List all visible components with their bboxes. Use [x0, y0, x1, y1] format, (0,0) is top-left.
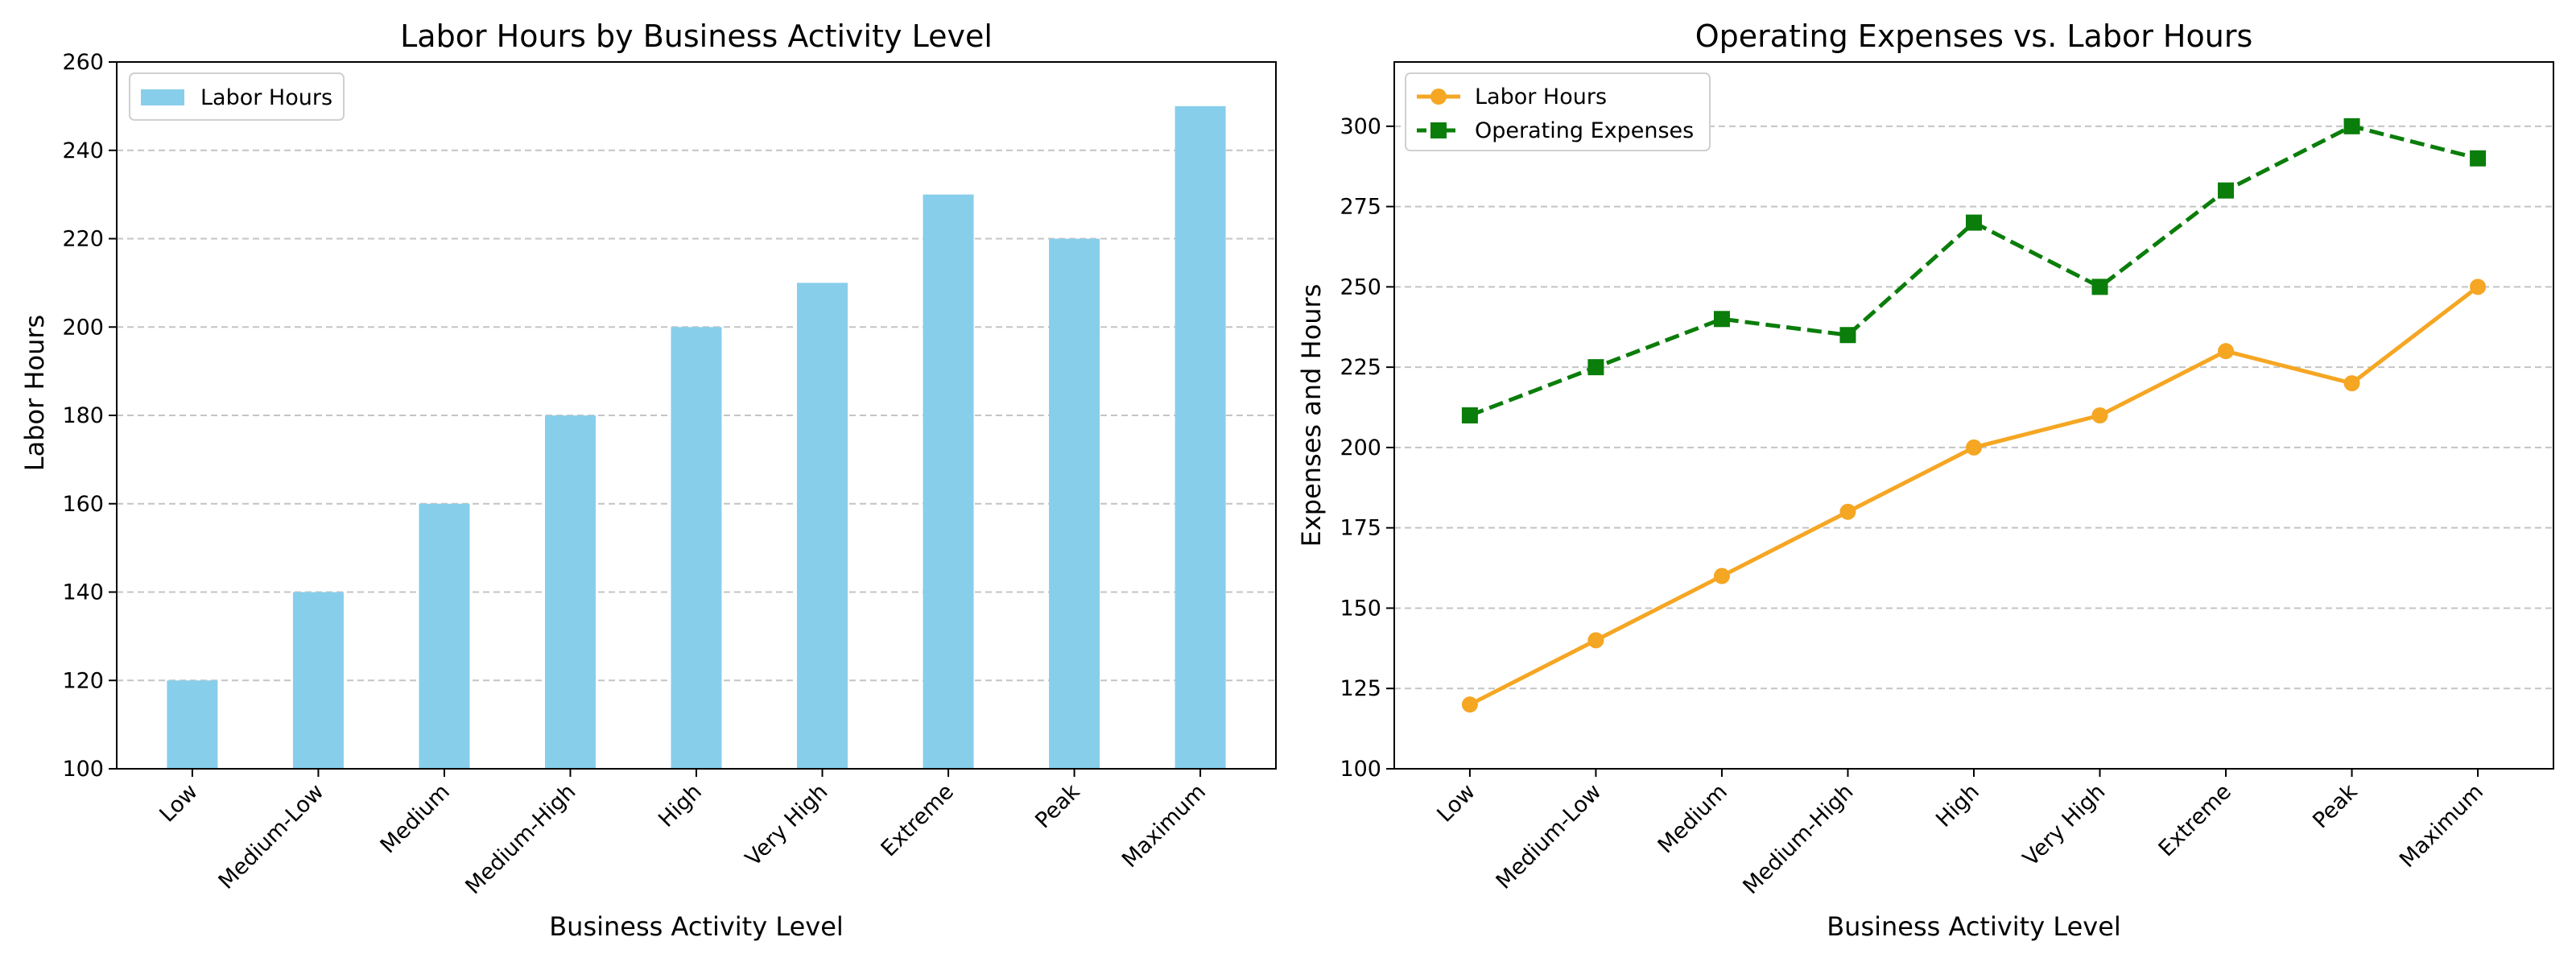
- line-chart-series: [1461, 118, 2487, 713]
- legend-label: Labor Hours: [200, 85, 332, 110]
- series-line: [1468, 285, 2479, 707]
- data-point: [1713, 568, 1730, 584]
- x-tick-label: Peak: [1030, 779, 1085, 834]
- data-point: [1461, 696, 1478, 713]
- x-tick-label: Very High: [741, 779, 832, 871]
- data-point: [2218, 343, 2235, 360]
- bar-chart-bars: [167, 105, 1226, 769]
- x-tick-label: High: [1931, 779, 1984, 832]
- x-tick-label: Extreme: [877, 779, 959, 861]
- y-tick-label: 260: [62, 50, 104, 75]
- y-tick-label: 140: [62, 580, 104, 605]
- bar: [797, 283, 848, 769]
- data-point: [1713, 311, 1730, 328]
- bar-chart-ylabel: Labor Hours: [19, 315, 50, 471]
- x-tick-label: High: [654, 779, 707, 832]
- data-point: [2343, 375, 2360, 392]
- y-tick-label: 220: [62, 227, 104, 252]
- x-tick-label: Very High: [2018, 779, 2110, 871]
- y-tick-label: 275: [1340, 195, 1381, 220]
- y-tick-label: 180: [62, 403, 104, 428]
- line-chart-ylabel: Expenses and Hours: [1296, 284, 1327, 547]
- bar-chart: Labor Hours by Business Activity Level B…: [19, 19, 1277, 942]
- legend-marker: [1430, 89, 1447, 105]
- line-chart-x-ticks: Low Medium-Low Medium Medium-High High Very H…: [1432, 769, 2488, 899]
- data-point: [1587, 359, 1604, 376]
- legend-label: Operating Expenses: [1475, 118, 1694, 143]
- x-tick-label: Medium: [1653, 779, 1732, 858]
- bar-chart-title: Labor Hours by Business Activity Level: [400, 19, 993, 54]
- y-tick-label: 160: [62, 492, 104, 517]
- legend-swatch: [141, 89, 184, 105]
- y-tick-label: 240: [62, 138, 104, 163]
- x-tick-label: Maximum: [1117, 779, 1211, 873]
- legend-box: [129, 72, 345, 121]
- line-chart-xlabel: Business Activity Level: [1827, 911, 2121, 942]
- x-tick-label: Medium: [376, 779, 455, 858]
- bar: [671, 327, 722, 769]
- bar: [923, 194, 974, 769]
- line-chart: Operating Expenses vs. Labor Hours Busin…: [1296, 19, 2554, 942]
- x-tick-label: Low: [155, 779, 203, 828]
- data-point: [1966, 214, 1982, 231]
- bar-chart-y-ticks: 100 120 140 160 180 200 220 240 260: [62, 50, 117, 782]
- x-tick-label: Medium-High: [1738, 779, 1858, 899]
- y-tick-label: 175: [1340, 516, 1381, 541]
- legend-box: [1405, 72, 1711, 151]
- x-tick-label: Low: [1432, 779, 1480, 828]
- bar-chart-x-ticks: Low Medium-Low Medium Medium-High High Very H…: [155, 769, 1211, 899]
- bar-chart-plot-frame: [116, 61, 1277, 770]
- series-line: [1469, 124, 2479, 418]
- data-point: [2091, 279, 2108, 295]
- x-tick-label: Extreme: [2154, 779, 2236, 861]
- data-point: [1587, 632, 1604, 649]
- x-tick-label: Maximum: [2395, 779, 2488, 873]
- data-point: [2470, 150, 2487, 167]
- y-tick-label: 200: [62, 315, 104, 340]
- bar: [544, 415, 596, 769]
- legend-marker: [1430, 122, 1447, 138]
- data-point: [1461, 407, 1478, 423]
- line-chart-legend: Labor Hours Operating Expenses: [1405, 72, 1711, 151]
- y-tick-label: 100: [62, 757, 104, 782]
- x-tick-label: Medium-High: [460, 779, 580, 899]
- y-tick-label: 200: [1340, 436, 1381, 460]
- data-point: [2218, 182, 2235, 199]
- bar: [419, 503, 470, 769]
- line-chart-y-ticks: 100 125 150 175 200 225 250 275 300: [1340, 114, 1394, 782]
- y-tick-label: 100: [1340, 757, 1381, 782]
- bar: [167, 680, 218, 769]
- line-chart-plot-frame: [1393, 61, 2554, 770]
- data-point: [2091, 407, 2108, 423]
- line-chart-title: Operating Expenses vs. Labor Hours: [1695, 19, 2253, 54]
- x-tick-label: Medium-Low: [1492, 779, 1607, 894]
- x-tick-label: Medium-Low: [214, 779, 329, 894]
- bar-chart-legend: Labor Hours: [129, 72, 345, 121]
- y-tick-label: 125: [1340, 676, 1381, 701]
- data-point: [2343, 118, 2360, 134]
- data-point: [1839, 503, 1856, 520]
- y-tick-label: 250: [1340, 275, 1381, 299]
- bar-chart-xlabel: Business Activity Level: [549, 911, 844, 942]
- bar: [1049, 238, 1100, 769]
- y-tick-label: 150: [1340, 596, 1381, 621]
- y-tick-label: 120: [62, 668, 104, 693]
- data-point: [2470, 279, 2487, 295]
- data-point: [1966, 439, 1982, 456]
- data-point: [1839, 327, 1856, 344]
- bar: [1174, 105, 1226, 769]
- y-tick-label: 300: [1340, 114, 1381, 139]
- bar: [292, 592, 344, 769]
- x-tick-label: Peak: [2308, 779, 2363, 834]
- legend-label: Labor Hours: [1475, 85, 1607, 109]
- y-tick-label: 225: [1340, 355, 1381, 380]
